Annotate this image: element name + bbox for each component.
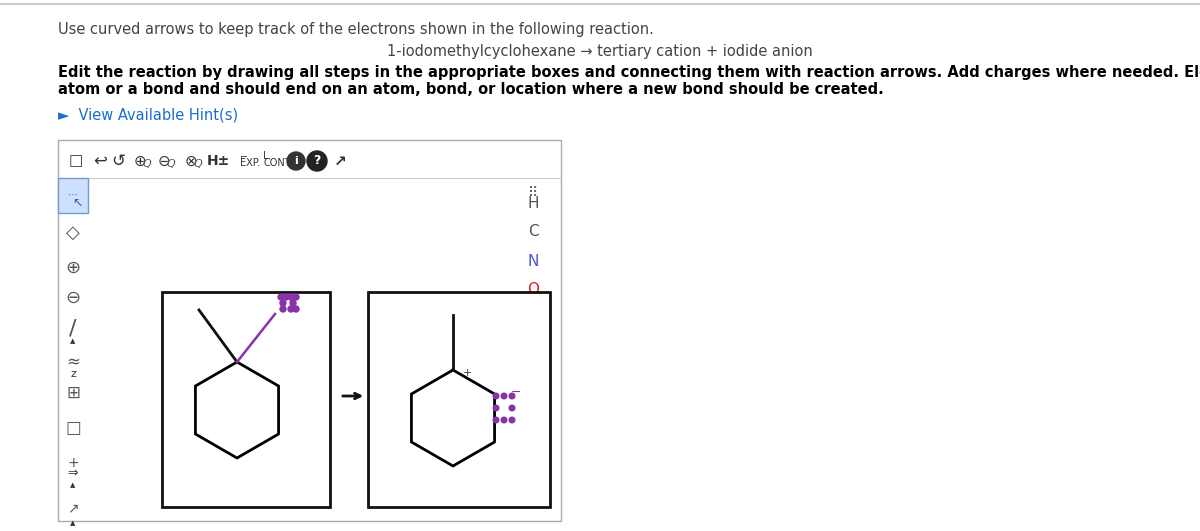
Circle shape — [493, 405, 499, 411]
Circle shape — [288, 306, 294, 312]
Circle shape — [280, 306, 286, 312]
Text: ⊕: ⊕ — [66, 259, 80, 277]
Text: ⠿: ⠿ — [528, 186, 538, 200]
Text: ↗: ↗ — [334, 153, 347, 168]
Text: ↖: ↖ — [73, 196, 83, 210]
Circle shape — [278, 294, 284, 300]
Circle shape — [293, 306, 299, 312]
Text: F: F — [529, 452, 538, 467]
Text: H±: H± — [206, 154, 229, 168]
Text: Use curved arrows to keep track of the electrons shown in the following reaction: Use curved arrows to keep track of the e… — [58, 22, 654, 37]
Text: ↩: ↩ — [94, 152, 107, 170]
Text: I: I — [530, 398, 535, 413]
Text: Q: Q — [167, 159, 175, 169]
Circle shape — [287, 152, 305, 170]
Text: Q: Q — [143, 159, 151, 169]
Text: atom or a bond and should end on an atom, bond, or location where a new bond sho: atom or a bond and should end on an atom… — [58, 82, 883, 97]
Text: S: S — [528, 311, 538, 326]
Text: ↗: ↗ — [67, 501, 79, 515]
Text: O: O — [527, 282, 539, 297]
Text: ▲: ▲ — [71, 338, 76, 344]
Circle shape — [290, 300, 296, 306]
Text: ≈: ≈ — [66, 352, 80, 370]
Text: ?: ? — [313, 155, 320, 167]
Text: CONT.: CONT. — [263, 158, 293, 168]
Circle shape — [307, 151, 326, 171]
Bar — [58, 178, 88, 213]
Circle shape — [502, 393, 506, 399]
Text: □: □ — [65, 419, 80, 437]
Text: ◇: ◇ — [66, 224, 80, 242]
Circle shape — [493, 417, 499, 423]
Text: Q: Q — [193, 159, 203, 169]
Text: Edit the reaction by drawing all steps in the appropriate boxes and connecting t: Edit the reaction by drawing all steps i… — [58, 65, 1200, 80]
Circle shape — [509, 393, 515, 399]
Text: 1-iodomethylcyclohexane → tertiary cation + iodide anion: 1-iodomethylcyclohexane → tertiary catio… — [388, 44, 812, 59]
Text: ⌐: ⌐ — [240, 151, 248, 161]
Text: ⊖: ⊖ — [66, 289, 80, 307]
Text: ⊕: ⊕ — [133, 153, 146, 168]
Text: ↺: ↺ — [112, 152, 125, 170]
Bar — [58, 140, 562, 521]
Text: ▲: ▲ — [71, 482, 76, 488]
Circle shape — [280, 300, 286, 306]
Text: P: P — [528, 424, 538, 440]
Text: z: z — [70, 369, 76, 379]
Text: +: + — [67, 456, 79, 470]
Bar — [162, 292, 330, 507]
Circle shape — [509, 417, 515, 423]
Text: N: N — [527, 253, 539, 269]
Text: ⇒: ⇒ — [67, 467, 78, 479]
Text: H: H — [527, 195, 539, 210]
Circle shape — [293, 294, 299, 300]
Text: C: C — [528, 225, 539, 239]
Text: EXP.: EXP. — [240, 158, 260, 168]
Text: −: − — [511, 386, 521, 398]
Circle shape — [493, 393, 499, 399]
Bar — [368, 292, 550, 507]
Bar — [90, 180, 527, 519]
Text: Cl: Cl — [526, 339, 540, 355]
Text: ►  View Available Hint(s): ► View Available Hint(s) — [58, 108, 238, 123]
Circle shape — [509, 405, 515, 411]
Circle shape — [288, 294, 294, 300]
Text: i: i — [294, 156, 298, 166]
Text: ▲: ▲ — [71, 520, 76, 526]
Circle shape — [502, 417, 506, 423]
Text: ⊗: ⊗ — [185, 153, 197, 168]
Text: +: + — [462, 368, 472, 378]
Text: ⊞: ⊞ — [66, 384, 80, 402]
Text: ⋯: ⋯ — [68, 190, 78, 200]
Text: /: / — [70, 318, 77, 338]
Text: L: L — [263, 151, 269, 161]
Text: ⊖: ⊖ — [157, 153, 170, 168]
Text: Br: Br — [524, 369, 541, 383]
Text: □: □ — [68, 153, 83, 168]
Circle shape — [283, 294, 289, 300]
